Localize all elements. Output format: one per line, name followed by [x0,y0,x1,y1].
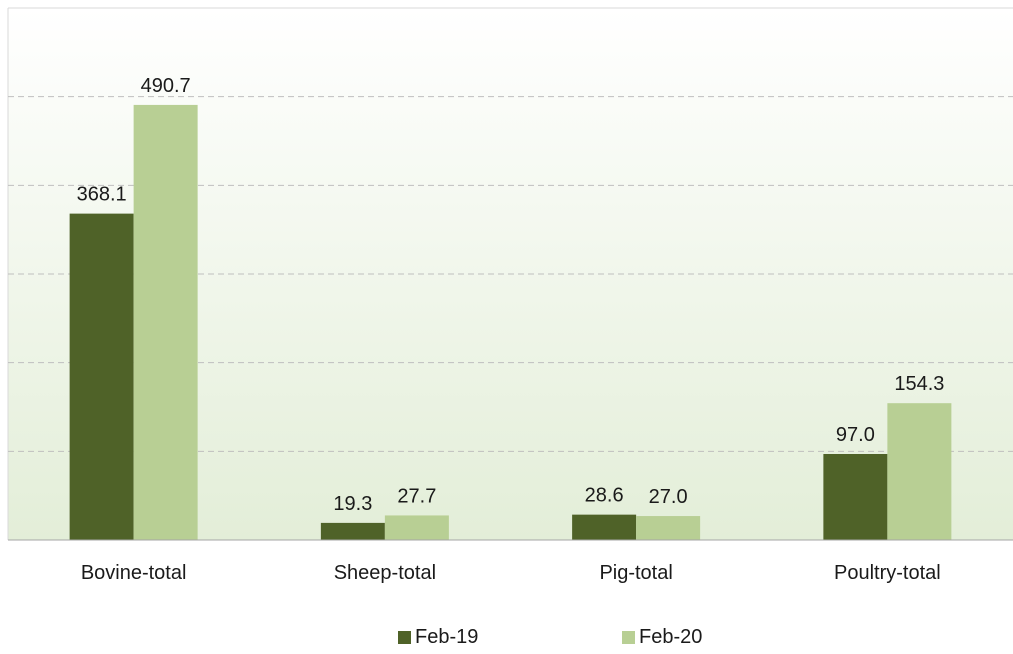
gridlines [8,96,1013,452]
bars [69,104,952,541]
legend-label-feb-19: Feb-19 [415,625,479,648]
bar-bovine-total-feb-19 [69,213,134,541]
value-label-sheep-total-feb-19: 19.3 [333,493,372,515]
bar-bovine-total-feb-20 [133,104,198,541]
legend-item-feb-20: Feb-20 [622,622,702,652]
category-label-sheep-total: Sheep-total [334,562,436,584]
bar-pig-total-feb-19 [572,514,637,540]
category-label-bovine-total: Bovine-total [81,562,187,584]
bar-poultry-total-feb-19 [823,453,888,540]
category-labels: Bovine-total Sheep-total Pig-total Poultry-… [81,562,941,584]
legend-swatch-feb-20 [622,630,635,644]
legend-swatch-feb-19 [398,630,411,644]
bar-sheep-total-feb-20 [384,515,449,540]
value-label-bovine-total-feb-20: 490.7 [141,75,191,97]
legend-item-feb-19: Feb-19 [398,622,478,652]
value-labels: 368.1 490.7 19.3 27.7 28.6 27.0 97.0 154.3 [77,75,945,515]
legend-label-feb-20: Feb-20 [639,625,703,648]
value-label-poultry-total-feb-20: 154.3 [894,373,944,395]
value-label-pig-total-feb-19: 28.6 [585,485,624,507]
value-label-poultry-total-feb-19: 97.0 [836,424,875,446]
category-label-pig-total: Pig-total [599,562,672,584]
value-label-pig-total-feb-20: 27.0 [649,486,688,508]
bar-poultry-total-feb-20 [887,403,952,540]
value-label-sheep-total-feb-20: 27.7 [397,485,436,507]
bar-pig-total-feb-20 [636,516,701,540]
category-label-poultry-total: Poultry-total [834,562,941,584]
bar-sheep-total-feb-19 [320,522,385,540]
value-label-bovine-total-feb-19: 368.1 [77,184,127,206]
legend: Feb-19 Feb-20 [0,622,1013,652]
